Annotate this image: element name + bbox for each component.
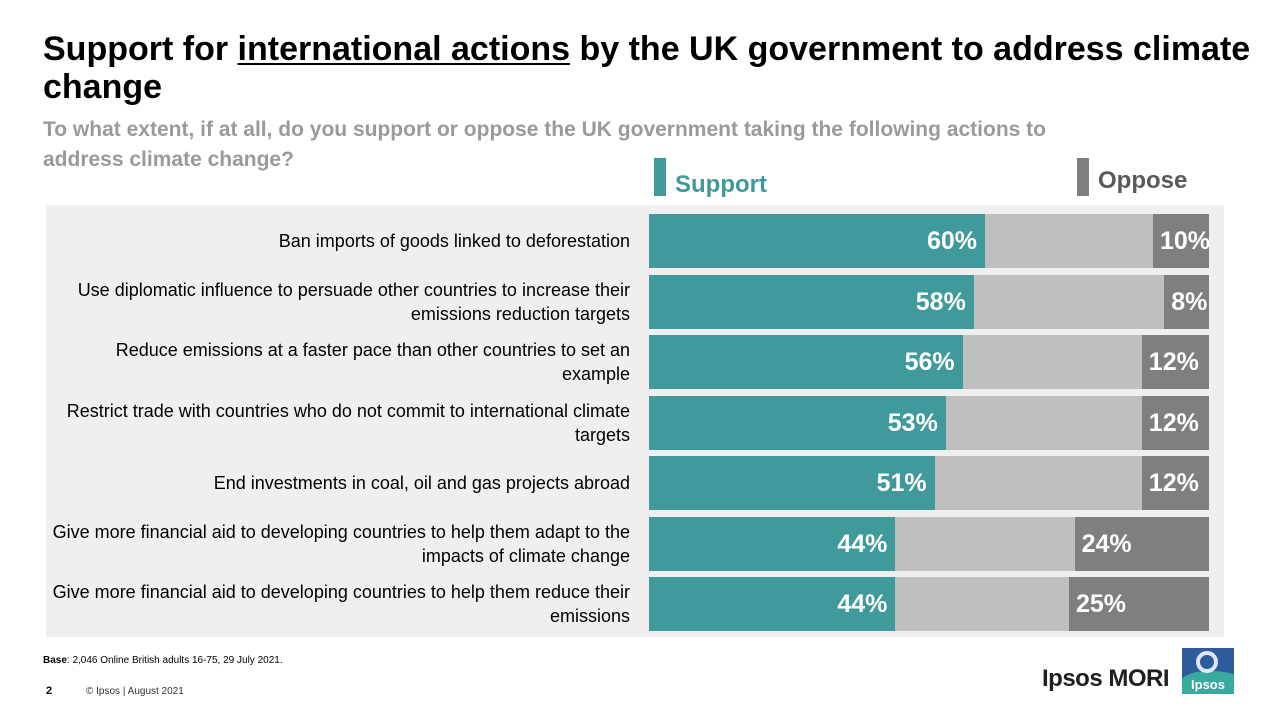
support-bar [649, 274, 974, 329]
title-emphasis: international actions [237, 30, 571, 68]
oppose-value-label: 8% [1171, 287, 1208, 316]
oppose-value-label: 12% [1148, 408, 1199, 437]
neutral-bar [934, 456, 1142, 510]
base-footnote: Base: 2,046 Online British adults 16-75,… [43, 655, 283, 666]
support-bar [649, 456, 935, 510]
support-value-label: 58% [915, 287, 966, 316]
oppose-bar [1141, 335, 1209, 389]
page-title: Support for international actions by the… [43, 30, 1253, 106]
oppose-bar [1153, 214, 1209, 268]
oppose-value-label: 25% [1076, 590, 1127, 618]
support-value-label: 53% [887, 408, 938, 437]
title-post: by the UK government to address climate … [43, 30, 1251, 106]
support-bar [649, 577, 896, 631]
neutral-bar [973, 274, 1165, 329]
support-value-label: 56% [904, 348, 955, 376]
legend-oppose-swatch [1077, 158, 1089, 196]
row-label: Use diplomatic influence to persuade oth… [77, 279, 630, 324]
legend-support-swatch [654, 158, 666, 196]
oppose-value-label: 12% [1148, 348, 1199, 376]
row-label: Ban imports of goods linked to deforesta… [278, 231, 630, 251]
support-bar [649, 214, 985, 268]
brand-name: Ipsos MORI [1042, 665, 1170, 692]
oppose-bar [1164, 274, 1209, 329]
legend-oppose-label: Oppose [1098, 167, 1188, 194]
row-label: Give more financial aid to developing co… [52, 521, 630, 566]
neutral-bar [895, 577, 1069, 631]
row-label: Restrict trade with countries who do not… [66, 400, 630, 445]
oppose-bar [1141, 456, 1209, 510]
neutral-bar [962, 335, 1142, 389]
title-pre: Support for [43, 30, 238, 68]
legend-support-label: Support [675, 171, 767, 198]
base-text: : 2,046 Online British adults 16-75, 29 … [66, 655, 283, 666]
question-subtitle: To what extent, if at all, do you suppor… [43, 118, 1046, 171]
copyright-text: © Ipsos | August 2021 [86, 686, 184, 697]
ipsos-logo: Ipsos [1182, 648, 1234, 694]
neutral-bar [895, 516, 1075, 571]
support-value-label: 44% [837, 529, 888, 558]
neutral-bar [945, 395, 1142, 450]
row-label: End investments in coal, oil and gas pro… [213, 473, 630, 493]
support-bar [649, 395, 946, 450]
support-value-label: 51% [876, 469, 927, 497]
oppose-value-label: 24% [1081, 529, 1132, 558]
row-label: Give more financial aid to developing co… [52, 582, 630, 626]
neutral-bar [985, 214, 1153, 268]
oppose-value-label: 12% [1148, 469, 1199, 497]
support-bar [649, 335, 963, 389]
base-label: Base [43, 655, 67, 666]
page-number: 2 [46, 685, 53, 697]
logo-text: Ipsos [1191, 677, 1225, 692]
oppose-bar [1141, 395, 1209, 450]
oppose-bar [1069, 577, 1209, 631]
oppose-value-label: 10% [1160, 227, 1211, 255]
support-value-label: 60% [926, 227, 977, 255]
oppose-bar [1074, 516, 1209, 571]
support-bar [649, 516, 896, 571]
support-value-label: 44% [837, 590, 888, 618]
row-label: Reduce emissions at a faster pace than o… [115, 340, 630, 384]
